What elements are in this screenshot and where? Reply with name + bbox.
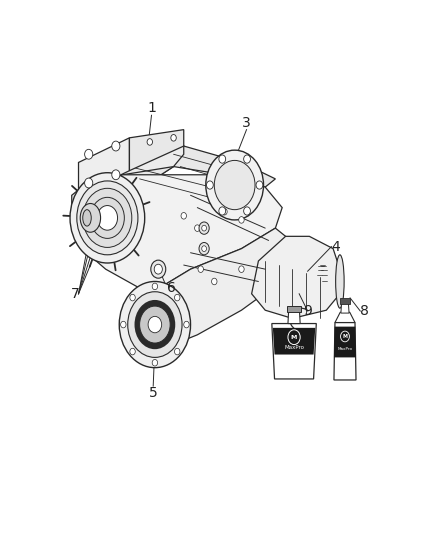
Circle shape — [85, 178, 93, 188]
Circle shape — [77, 181, 138, 255]
Circle shape — [112, 170, 120, 180]
Circle shape — [134, 300, 175, 349]
Text: 4: 4 — [332, 240, 340, 254]
Circle shape — [181, 213, 187, 219]
Circle shape — [219, 155, 226, 163]
Polygon shape — [334, 327, 356, 358]
Circle shape — [140, 306, 170, 343]
Circle shape — [198, 266, 203, 272]
Text: 8: 8 — [360, 304, 369, 318]
Polygon shape — [340, 298, 350, 304]
Text: MaxPro: MaxPro — [284, 345, 304, 350]
Circle shape — [130, 348, 135, 355]
Polygon shape — [251, 236, 340, 318]
Polygon shape — [272, 324, 316, 379]
Polygon shape — [287, 306, 301, 312]
Text: 7: 7 — [71, 287, 79, 301]
Text: 3: 3 — [242, 116, 251, 130]
Circle shape — [120, 321, 126, 328]
Circle shape — [154, 264, 162, 274]
Ellipse shape — [80, 204, 101, 232]
Circle shape — [202, 246, 206, 252]
Circle shape — [70, 173, 145, 263]
Circle shape — [152, 359, 158, 366]
Polygon shape — [123, 146, 276, 195]
Polygon shape — [288, 311, 300, 324]
Polygon shape — [130, 228, 293, 351]
Polygon shape — [341, 303, 349, 313]
Circle shape — [244, 155, 251, 163]
Circle shape — [222, 208, 227, 215]
Circle shape — [341, 331, 350, 342]
Polygon shape — [273, 328, 315, 354]
Circle shape — [147, 139, 152, 145]
Circle shape — [85, 149, 93, 159]
Text: M: M — [291, 335, 297, 340]
Circle shape — [97, 206, 117, 230]
Polygon shape — [130, 130, 184, 171]
Circle shape — [152, 283, 158, 290]
Text: M: M — [343, 334, 347, 339]
Circle shape — [244, 207, 251, 215]
Circle shape — [199, 243, 209, 255]
Polygon shape — [78, 138, 130, 195]
Circle shape — [83, 188, 132, 247]
Circle shape — [256, 181, 263, 189]
Text: 9: 9 — [303, 304, 312, 318]
Ellipse shape — [83, 209, 91, 226]
Circle shape — [239, 216, 244, 223]
Circle shape — [194, 225, 200, 231]
Ellipse shape — [336, 255, 344, 308]
Text: MaxPro: MaxPro — [338, 347, 353, 351]
Circle shape — [148, 317, 162, 333]
Polygon shape — [72, 138, 184, 220]
Circle shape — [174, 294, 180, 301]
Circle shape — [206, 150, 264, 220]
Circle shape — [130, 294, 135, 301]
Polygon shape — [78, 146, 184, 220]
Polygon shape — [335, 312, 355, 322]
Text: 5: 5 — [149, 386, 158, 400]
Circle shape — [128, 292, 182, 358]
Circle shape — [199, 222, 209, 235]
Circle shape — [239, 266, 244, 272]
Circle shape — [202, 225, 206, 231]
Circle shape — [288, 330, 300, 344]
Circle shape — [212, 278, 217, 285]
Circle shape — [112, 141, 120, 151]
Circle shape — [214, 160, 255, 209]
Text: 1: 1 — [147, 101, 156, 115]
Circle shape — [219, 207, 226, 215]
Circle shape — [206, 181, 213, 189]
Circle shape — [151, 260, 166, 278]
Polygon shape — [82, 175, 282, 294]
Polygon shape — [334, 322, 356, 380]
Circle shape — [174, 348, 180, 355]
Circle shape — [184, 321, 189, 328]
Text: 6: 6 — [167, 281, 176, 295]
Circle shape — [171, 134, 176, 141]
Circle shape — [119, 281, 191, 368]
Circle shape — [90, 197, 124, 238]
